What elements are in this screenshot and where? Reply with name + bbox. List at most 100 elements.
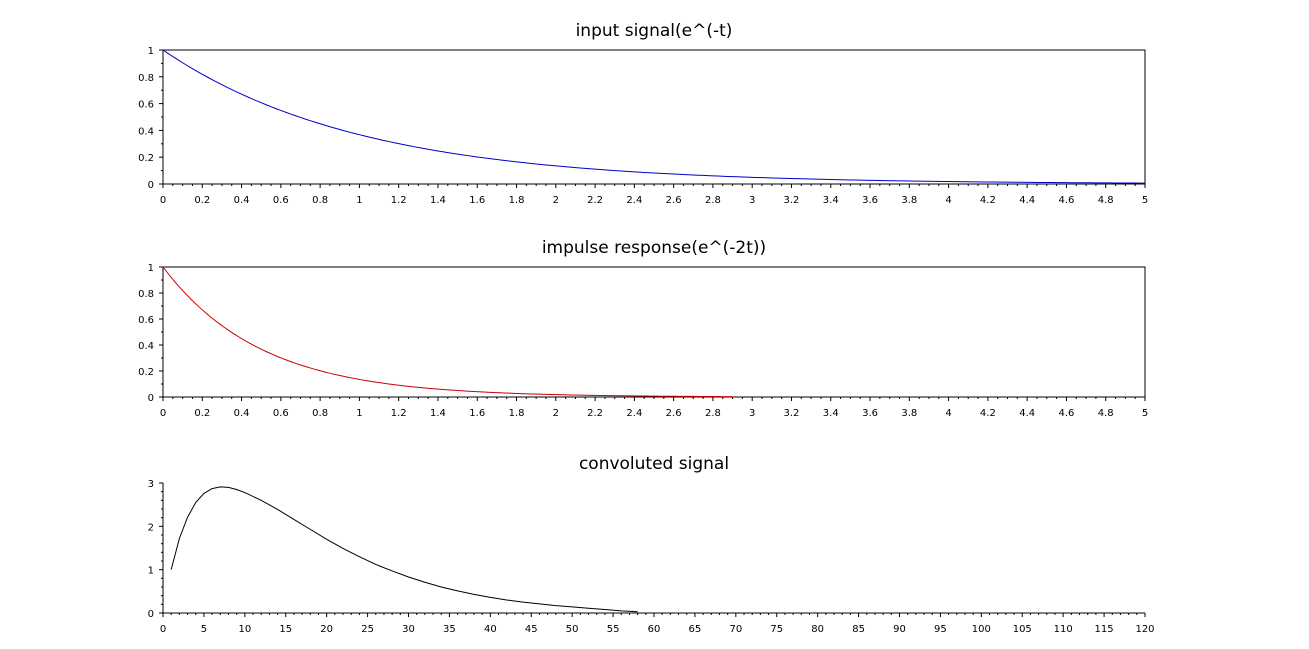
x-tick-label: 0.4 [234,195,250,206]
x-tick-label: 0.8 [312,408,328,419]
x-tick-label: 1 [356,195,362,206]
x-tick-label: 2.2 [587,195,603,206]
x-tick-label: 95 [934,624,947,635]
x-tick-label: 2.6 [666,195,682,206]
x-tick-label: 3 [749,195,755,206]
x-tick-label: 10 [238,624,251,635]
x-tick-label: 0.2 [194,195,210,206]
y-tick-label: 0 [148,393,154,404]
x-tick-label: 45 [525,624,538,635]
y-tick-label: 1 [148,46,154,57]
y-tick-label: 3 [148,479,154,490]
x-tick-label: 1.4 [430,195,446,206]
x-tick-label: 2.6 [666,408,682,419]
x-tick-label: 1.8 [509,195,525,206]
x-tick-label: 4 [945,195,951,206]
plot-title: impulse response(e^(-2t)) [542,238,766,258]
x-tick-label: 2.4 [626,195,642,206]
x-tick-label: 80 [811,624,824,635]
x-tick-label: 1.2 [391,408,407,419]
x-tick-label: 70 [729,624,742,635]
x-tick-label: 5 [1142,408,1148,419]
x-tick-label: 0.2 [194,408,210,419]
x-tick-label: 4.8 [1098,195,1114,206]
x-tick-label: 120 [1135,624,1154,635]
x-tick-label: 2.8 [705,195,721,206]
plot-frame [162,266,1146,398]
plot-title: convoluted signal [579,454,729,474]
x-tick-label: 4.6 [1058,408,1074,419]
x-tick-label: 0.6 [273,195,289,206]
x-tick-label: 100 [972,624,991,635]
x-tick-label: 60 [648,624,661,635]
y-tick-label: 0 [148,180,154,191]
y-tick-label: 0.4 [138,126,154,137]
x-tick-label: 1.6 [469,195,485,206]
x-tick-label: 0 [160,195,166,206]
x-tick-label: 0.8 [312,195,328,206]
x-tick-label: 25 [361,624,374,635]
y-tick-label: 0.6 [138,315,154,326]
y-tick-label: 0.8 [138,289,154,300]
x-tick-label: 4 [945,408,951,419]
x-tick-label: 0 [160,624,166,635]
plot-panel-1: input signal(e^(-t) 0 0.2 0.4 0.6 0.8 1 1.2 1.4 1… [138,21,1148,206]
x-tick-label: 50 [566,624,579,635]
x-tick-label: 4.2 [980,408,996,419]
series-line-1 [162,49,1146,184]
x-tick-label: 4.4 [1019,408,1035,419]
y-tick-label: 2 [148,522,154,533]
y-tick-label: 1 [148,263,154,274]
x-tick-label: 4.6 [1058,195,1074,206]
x-tick-label: 3.6 [862,195,878,206]
y-tick-label: 0.8 [138,73,154,84]
y-tick-label: 0.4 [138,341,154,352]
x-tick-label: 1.8 [509,408,525,419]
y-tick-label: 0 [148,609,154,620]
x-tick-label: 3 [749,408,755,419]
x-tick-label: 2.2 [587,408,603,419]
y-tick-label: 0.2 [138,367,154,378]
x-tick-label: 4.4 [1019,195,1035,206]
x-tick-label: 2.8 [705,408,721,419]
x-tick-label: 0 [160,408,166,419]
x-tick-label: 90 [893,624,906,635]
x-tick-label: 55 [607,624,620,635]
x-tick-label: 2 [553,195,559,206]
y-tick-label: 0.2 [138,153,154,164]
x-tick-label: 20 [320,624,333,635]
series-line-1 [170,486,638,613]
x-tick-label: 1.2 [391,195,407,206]
x-tick-label: 3.8 [901,408,917,419]
x-tick-label: 4.8 [1098,408,1114,419]
x-tick-label: 35 [443,624,456,635]
x-tick-label: 5 [201,624,207,635]
plot-frame [162,49,1146,185]
x-tick-label: 1.4 [430,408,446,419]
x-tick-label: 115 [1095,624,1114,635]
x-tick-label: 15 [279,624,292,635]
x-tick-label: 110 [1054,624,1073,635]
x-tick-label: 3.6 [862,408,878,419]
x-tick-label: 2.4 [626,408,642,419]
y-tick-label: 1 [148,566,154,577]
x-tick-label: 3.4 [823,408,839,419]
x-tick-label: 1.6 [469,408,485,419]
x-tick-label: 3.8 [901,195,917,206]
x-tick-label: 5 [1142,195,1148,206]
x-tick-label: 40 [484,624,497,635]
x-tick-label: 2 [553,408,559,419]
series-line-1 [162,266,733,398]
x-tick-label: 65 [689,624,702,635]
x-tick-label: 105 [1013,624,1032,635]
x-tick-label: 30 [402,624,415,635]
x-tick-label: 0.6 [273,408,289,419]
plot-title: input signal(e^(-t) [576,21,733,41]
x-tick-label: 1 [356,408,362,419]
plot-panel-2: impulse response(e^(-2t)) 0 0.2 0.4 0.6 0.8 1 1… [138,238,1148,419]
x-tick-label: 3.2 [784,195,800,206]
x-tick-label: 75 [770,624,783,635]
x-tick-label: 3.4 [823,195,839,206]
